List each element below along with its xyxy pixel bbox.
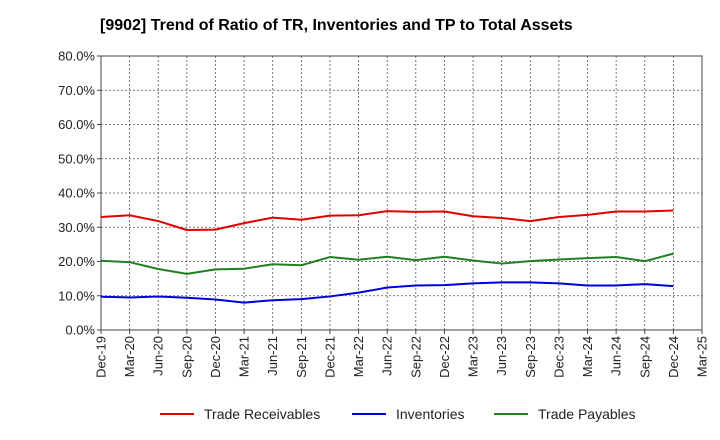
x-tick-label: Mar-22	[351, 336, 366, 377]
x-tick-label: Mar-21	[237, 336, 252, 377]
x-tick-label: Sep-23	[523, 336, 538, 378]
y-tick-label: 70.0%	[58, 83, 95, 98]
series-lines	[100, 209, 674, 304]
chart-title: [9902] Trend of Ratio of TR, Inventories…	[100, 17, 573, 34]
x-tick-label: Jun-23	[494, 336, 509, 376]
y-tick-label: 50.0%	[58, 151, 95, 166]
x-tick-label: Sep-20	[179, 336, 194, 378]
y-tick-label: 40.0%	[58, 186, 95, 201]
x-tick-label: Dec-23	[551, 336, 566, 378]
x-tick-label: Mar-23	[466, 336, 481, 377]
x-tick-label: Sep-21	[294, 336, 309, 378]
legend-trade-receivables-label: Trade Receivables	[204, 406, 320, 422]
x-tick-label: Dec-19	[94, 336, 109, 378]
legend-inventories-label: Inventories	[396, 406, 464, 422]
series-line-trade-payables	[100, 252, 674, 275]
x-tick-label: Sep-24	[637, 336, 652, 378]
y-tick-label: 60.0%	[58, 117, 95, 132]
x-tick-label: Jun-20	[151, 336, 166, 376]
legend: Trade Receivables Inventories Trade Payabl…	[160, 406, 636, 422]
legend-trade-payables-label: Trade Payables	[538, 406, 636, 422]
x-tick-label: Jun-22	[380, 336, 395, 376]
grid	[100, 55, 703, 331]
x-tick-label: Mar-24	[580, 336, 595, 377]
series-line-inventories	[100, 281, 674, 304]
y-tick-label: 30.0%	[58, 220, 95, 235]
y-tick-label: 20.0%	[58, 254, 95, 269]
x-axis: Dec-19 Mar-20 Jun-20 Sep-20 Dec-20 Mar-21 Jun-…	[94, 330, 710, 378]
series-line-trade-receivables	[100, 209, 674, 231]
x-tick-label: Jun-21	[265, 336, 280, 376]
x-tick-label: Dec-22	[437, 336, 452, 378]
x-tick-label: Dec-21	[322, 336, 337, 378]
x-tick-label: Mar-25	[695, 336, 710, 377]
y-tick-label: 10.0%	[58, 288, 95, 303]
y-axis: 0.0% 10.0% 20.0% 30.0% 40.0% 50.0% 60.0% 70.0% 8…	[58, 49, 101, 338]
x-tick-label: Sep-22	[408, 336, 423, 378]
y-tick-label: 80.0%	[58, 49, 95, 64]
x-tick-label: Dec-24	[666, 336, 681, 378]
x-tick-label: Mar-20	[122, 336, 137, 377]
y-tick-label: 0.0%	[65, 323, 95, 338]
x-tick-label: Dec-20	[208, 336, 223, 378]
x-tick-label: Jun-24	[609, 336, 624, 376]
